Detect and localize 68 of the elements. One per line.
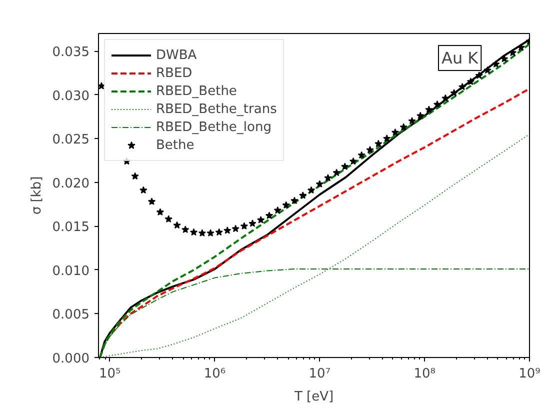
point bbox=[391, 128, 400, 136]
y-tick-label: 0.030 bbox=[52, 88, 90, 104]
legend-label: Bethe bbox=[156, 136, 194, 154]
legend-label: DWBA bbox=[156, 46, 197, 64]
legend-label: RBED_Bethe bbox=[156, 82, 237, 100]
point bbox=[224, 226, 232, 234]
legend-label: RBED bbox=[156, 64, 192, 82]
point bbox=[173, 221, 181, 229]
point bbox=[190, 228, 198, 236]
point bbox=[400, 123, 408, 131]
point bbox=[484, 66, 492, 74]
y-axis-title: σ [kb] bbox=[29, 176, 44, 215]
x-axis-title: T [eV] bbox=[293, 390, 334, 404]
point bbox=[248, 220, 256, 227]
x-tick-label: 10⁸ bbox=[414, 366, 436, 382]
y-tick-label: 0.035 bbox=[52, 45, 90, 60]
legend-label: RBED_Bethe_trans bbox=[156, 100, 277, 118]
point bbox=[307, 186, 316, 194]
y-tick-label: 0.010 bbox=[52, 264, 90, 279]
point bbox=[316, 180, 324, 188]
point bbox=[265, 212, 274, 219]
point bbox=[466, 78, 475, 85]
y-tick-label: 0.015 bbox=[52, 220, 90, 236]
point bbox=[232, 224, 240, 232]
point bbox=[425, 106, 433, 114]
x-tick-label: 10⁵ bbox=[98, 366, 121, 382]
point bbox=[374, 140, 382, 148]
point bbox=[131, 172, 139, 180]
point bbox=[182, 226, 190, 233]
y-tick-label: 0.005 bbox=[52, 308, 90, 323]
point bbox=[517, 44, 525, 51]
point bbox=[215, 228, 223, 236]
point bbox=[450, 89, 458, 96]
point bbox=[98, 82, 106, 90]
point bbox=[341, 162, 349, 170]
x-tick-label: 10⁷ bbox=[308, 366, 331, 382]
annotation: Au K bbox=[442, 48, 479, 68]
point bbox=[492, 60, 500, 68]
point bbox=[508, 48, 517, 56]
point bbox=[198, 229, 206, 236]
point bbox=[324, 174, 332, 182]
y-tick-label: 0.000 bbox=[52, 352, 90, 366]
point bbox=[290, 196, 298, 204]
point bbox=[458, 82, 466, 90]
point bbox=[475, 72, 483, 79]
legend-label: RBED_Bethe_long bbox=[156, 118, 272, 136]
point bbox=[349, 157, 358, 165]
x-tick-label: 10⁹ bbox=[518, 366, 540, 382]
point bbox=[408, 117, 416, 124]
point bbox=[299, 192, 307, 199]
point bbox=[240, 222, 248, 230]
point bbox=[433, 100, 442, 108]
point bbox=[257, 216, 265, 224]
point bbox=[206, 229, 214, 236]
point bbox=[274, 206, 282, 214]
point bbox=[332, 168, 340, 176]
y-tick-label: 0.025 bbox=[52, 132, 90, 148]
y-tick-label: 0.020 bbox=[52, 176, 90, 192]
x-tick-label: 10⁶ bbox=[204, 366, 226, 382]
point bbox=[383, 134, 391, 142]
point bbox=[156, 208, 164, 216]
point bbox=[416, 112, 424, 120]
point bbox=[140, 186, 148, 194]
point bbox=[164, 215, 172, 222]
point bbox=[282, 201, 290, 208]
point bbox=[358, 151, 366, 159]
point bbox=[366, 146, 374, 154]
point bbox=[148, 198, 156, 205]
